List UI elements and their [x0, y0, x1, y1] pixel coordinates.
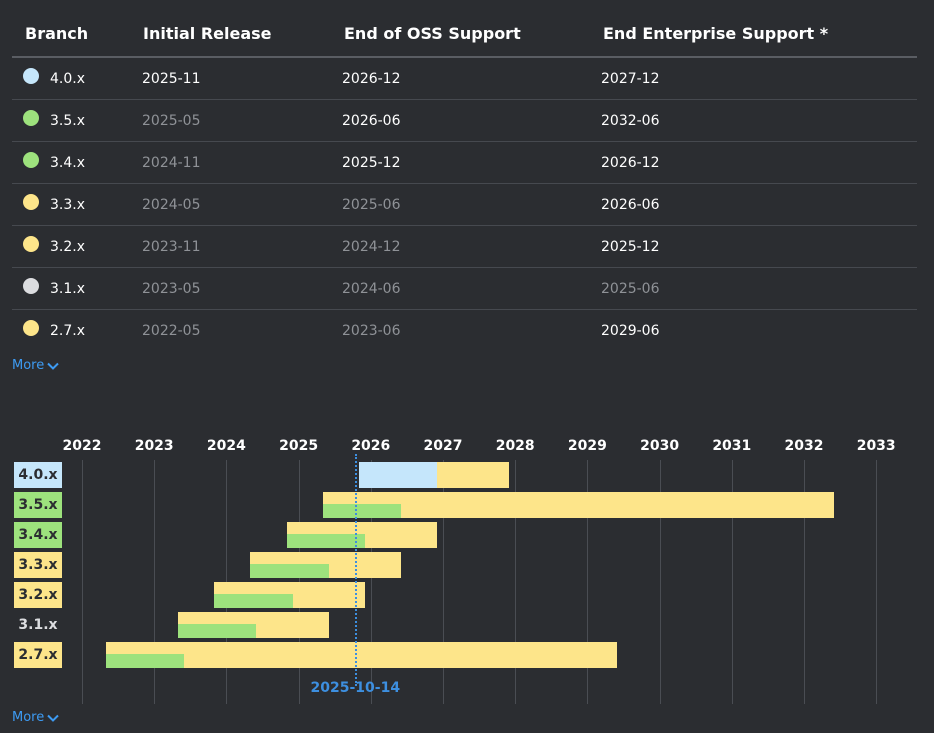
initial-release-cell: 2022-05 [142, 323, 201, 339]
branch-cell: 3.4.x [50, 155, 85, 171]
year-label: 2031 [712, 438, 752, 454]
status-dot-icon [23, 194, 39, 210]
branch-cell: 3.5.x [50, 113, 85, 129]
year-gridline [659, 460, 661, 704]
status-dot-icon [23, 320, 39, 336]
table-row: 3.3.x 2024-05 2025-06 2026-06 [12, 184, 917, 226]
status-dot-icon [23, 278, 39, 294]
year-gridline [731, 460, 733, 704]
initial-release-cell: 2023-11 [142, 239, 201, 255]
more-table-label: More [12, 358, 45, 373]
status-dot-icon [23, 110, 39, 126]
header-branch: Branch [25, 24, 89, 43]
year-gridline [515, 460, 517, 704]
initial-release-cell: 2023-05 [142, 281, 201, 297]
branch-cell: 4.0.x [50, 71, 85, 87]
today-marker-line [355, 454, 358, 686]
oss-support-bar [286, 534, 365, 548]
oss-support-bar [322, 504, 401, 518]
status-dot-icon [23, 236, 39, 252]
header-end-oss: End of OSS Support [344, 24, 521, 43]
year-label: 2022 [62, 438, 102, 454]
oss-support-bar [250, 564, 329, 578]
status-dot-icon [23, 152, 39, 168]
end-oss-cell: 2025-06 [342, 197, 401, 213]
end-oss-cell: 2024-06 [342, 281, 401, 297]
year-label: 2024 [206, 438, 246, 454]
year-label: 2025 [279, 438, 319, 454]
end-enterprise-cell: 2029-06 [601, 323, 660, 339]
table-row: 3.5.x 2025-05 2026-06 2032-06 [12, 100, 917, 142]
timeline-branch-label: 3.3.x [14, 552, 62, 578]
timeline-branch-label: 3.4.x [14, 522, 62, 548]
end-enterprise-cell: 2025-06 [601, 281, 660, 297]
branch-cell: 3.1.x [50, 281, 85, 297]
year-gridline [804, 460, 805, 704]
table-row: 3.4.x 2024-11 2025-12 2026-12 [12, 142, 917, 184]
oss-support-bar [178, 624, 257, 638]
table-row: 2.7.x 2022-05 2023-06 2029-06 [12, 310, 917, 351]
year-label: 2029 [567, 438, 607, 454]
year-label: 2023 [134, 438, 174, 454]
initial-release-cell: 2025-05 [142, 113, 201, 129]
support-timeline: 2022 2023 2024 2025 2026 2027 2028 2029 2030 2031… [0, 430, 934, 710]
end-oss-cell: 2023-06 [342, 323, 401, 339]
enterprise-support-bar [106, 642, 618, 668]
timeline-branch-label: 3.2.x [14, 582, 62, 608]
support-table: Branch Initial Release End of OSS Suppor… [12, 14, 917, 351]
end-enterprise-cell: 2026-12 [601, 155, 660, 171]
year-gridline [82, 460, 83, 704]
year-label: 2032 [784, 438, 824, 454]
year-label: 2028 [495, 438, 535, 454]
initial-release-cell: 2025-11 [142, 71, 201, 87]
year-label: 2026 [351, 438, 391, 454]
oss-support-bar [106, 654, 185, 668]
year-label: 2027 [423, 438, 463, 454]
end-enterprise-cell: 2025-12 [601, 239, 660, 255]
timeline-branch-label: 4.0.x [14, 462, 62, 488]
timeline-branch-label: 2.7.x [14, 642, 62, 668]
oss-support-bar [214, 594, 293, 608]
end-oss-cell: 2026-12 [342, 71, 401, 87]
end-oss-cell: 2024-12 [342, 239, 401, 255]
end-enterprise-cell: 2032-06 [601, 113, 660, 129]
timeline-branch-label: 3.5.x [14, 492, 62, 518]
chevron-down-icon [47, 714, 59, 722]
year-gridline [154, 460, 156, 704]
header-end-enterprise: End Enterprise Support * [603, 24, 829, 43]
initial-release-cell: 2024-11 [142, 155, 201, 171]
table-row: 3.2.x 2023-11 2024-12 2025-12 [12, 226, 917, 268]
initial-release-cell: 2024-05 [142, 197, 201, 213]
table-body: 4.0.x 2025-11 2026-12 2027-12 3.5.x 2025-05 20… [12, 58, 917, 351]
year-gridline [443, 460, 444, 704]
header-initial-release: Initial Release [143, 24, 272, 43]
table-row: 4.0.x 2025-11 2026-12 2027-12 [12, 58, 917, 100]
year-gridline [876, 460, 878, 704]
year-label: 2033 [856, 438, 896, 454]
branch-cell: 3.2.x [50, 239, 85, 255]
today-label: 2025-10-14 [310, 680, 401, 696]
more-timeline-label: More [12, 710, 45, 725]
status-dot-icon [23, 68, 39, 84]
year-gridline [370, 460, 372, 704]
more-timeline-link[interactable]: More [12, 710, 59, 725]
branch-cell: 3.3.x [50, 197, 85, 213]
chevron-down-icon [47, 362, 59, 370]
branch-cell: 2.7.x [50, 323, 85, 339]
end-oss-cell: 2026-06 [342, 113, 401, 129]
table-row: 3.1.x 2023-05 2024-06 2025-06 [12, 268, 917, 310]
timeline-branch-label: 3.1.x [18, 617, 58, 633]
more-table-link[interactable]: More [12, 358, 59, 373]
end-oss-cell: 2025-12 [342, 155, 401, 171]
year-gridline [587, 460, 589, 704]
year-label: 2030 [640, 438, 680, 454]
end-enterprise-cell: 2027-12 [601, 71, 660, 87]
end-enterprise-cell: 2026-06 [601, 197, 660, 213]
enterprise-support-bar [322, 492, 835, 518]
oss-support-bar [358, 462, 437, 488]
table-header: Branch Initial Release End of OSS Suppor… [12, 14, 917, 58]
